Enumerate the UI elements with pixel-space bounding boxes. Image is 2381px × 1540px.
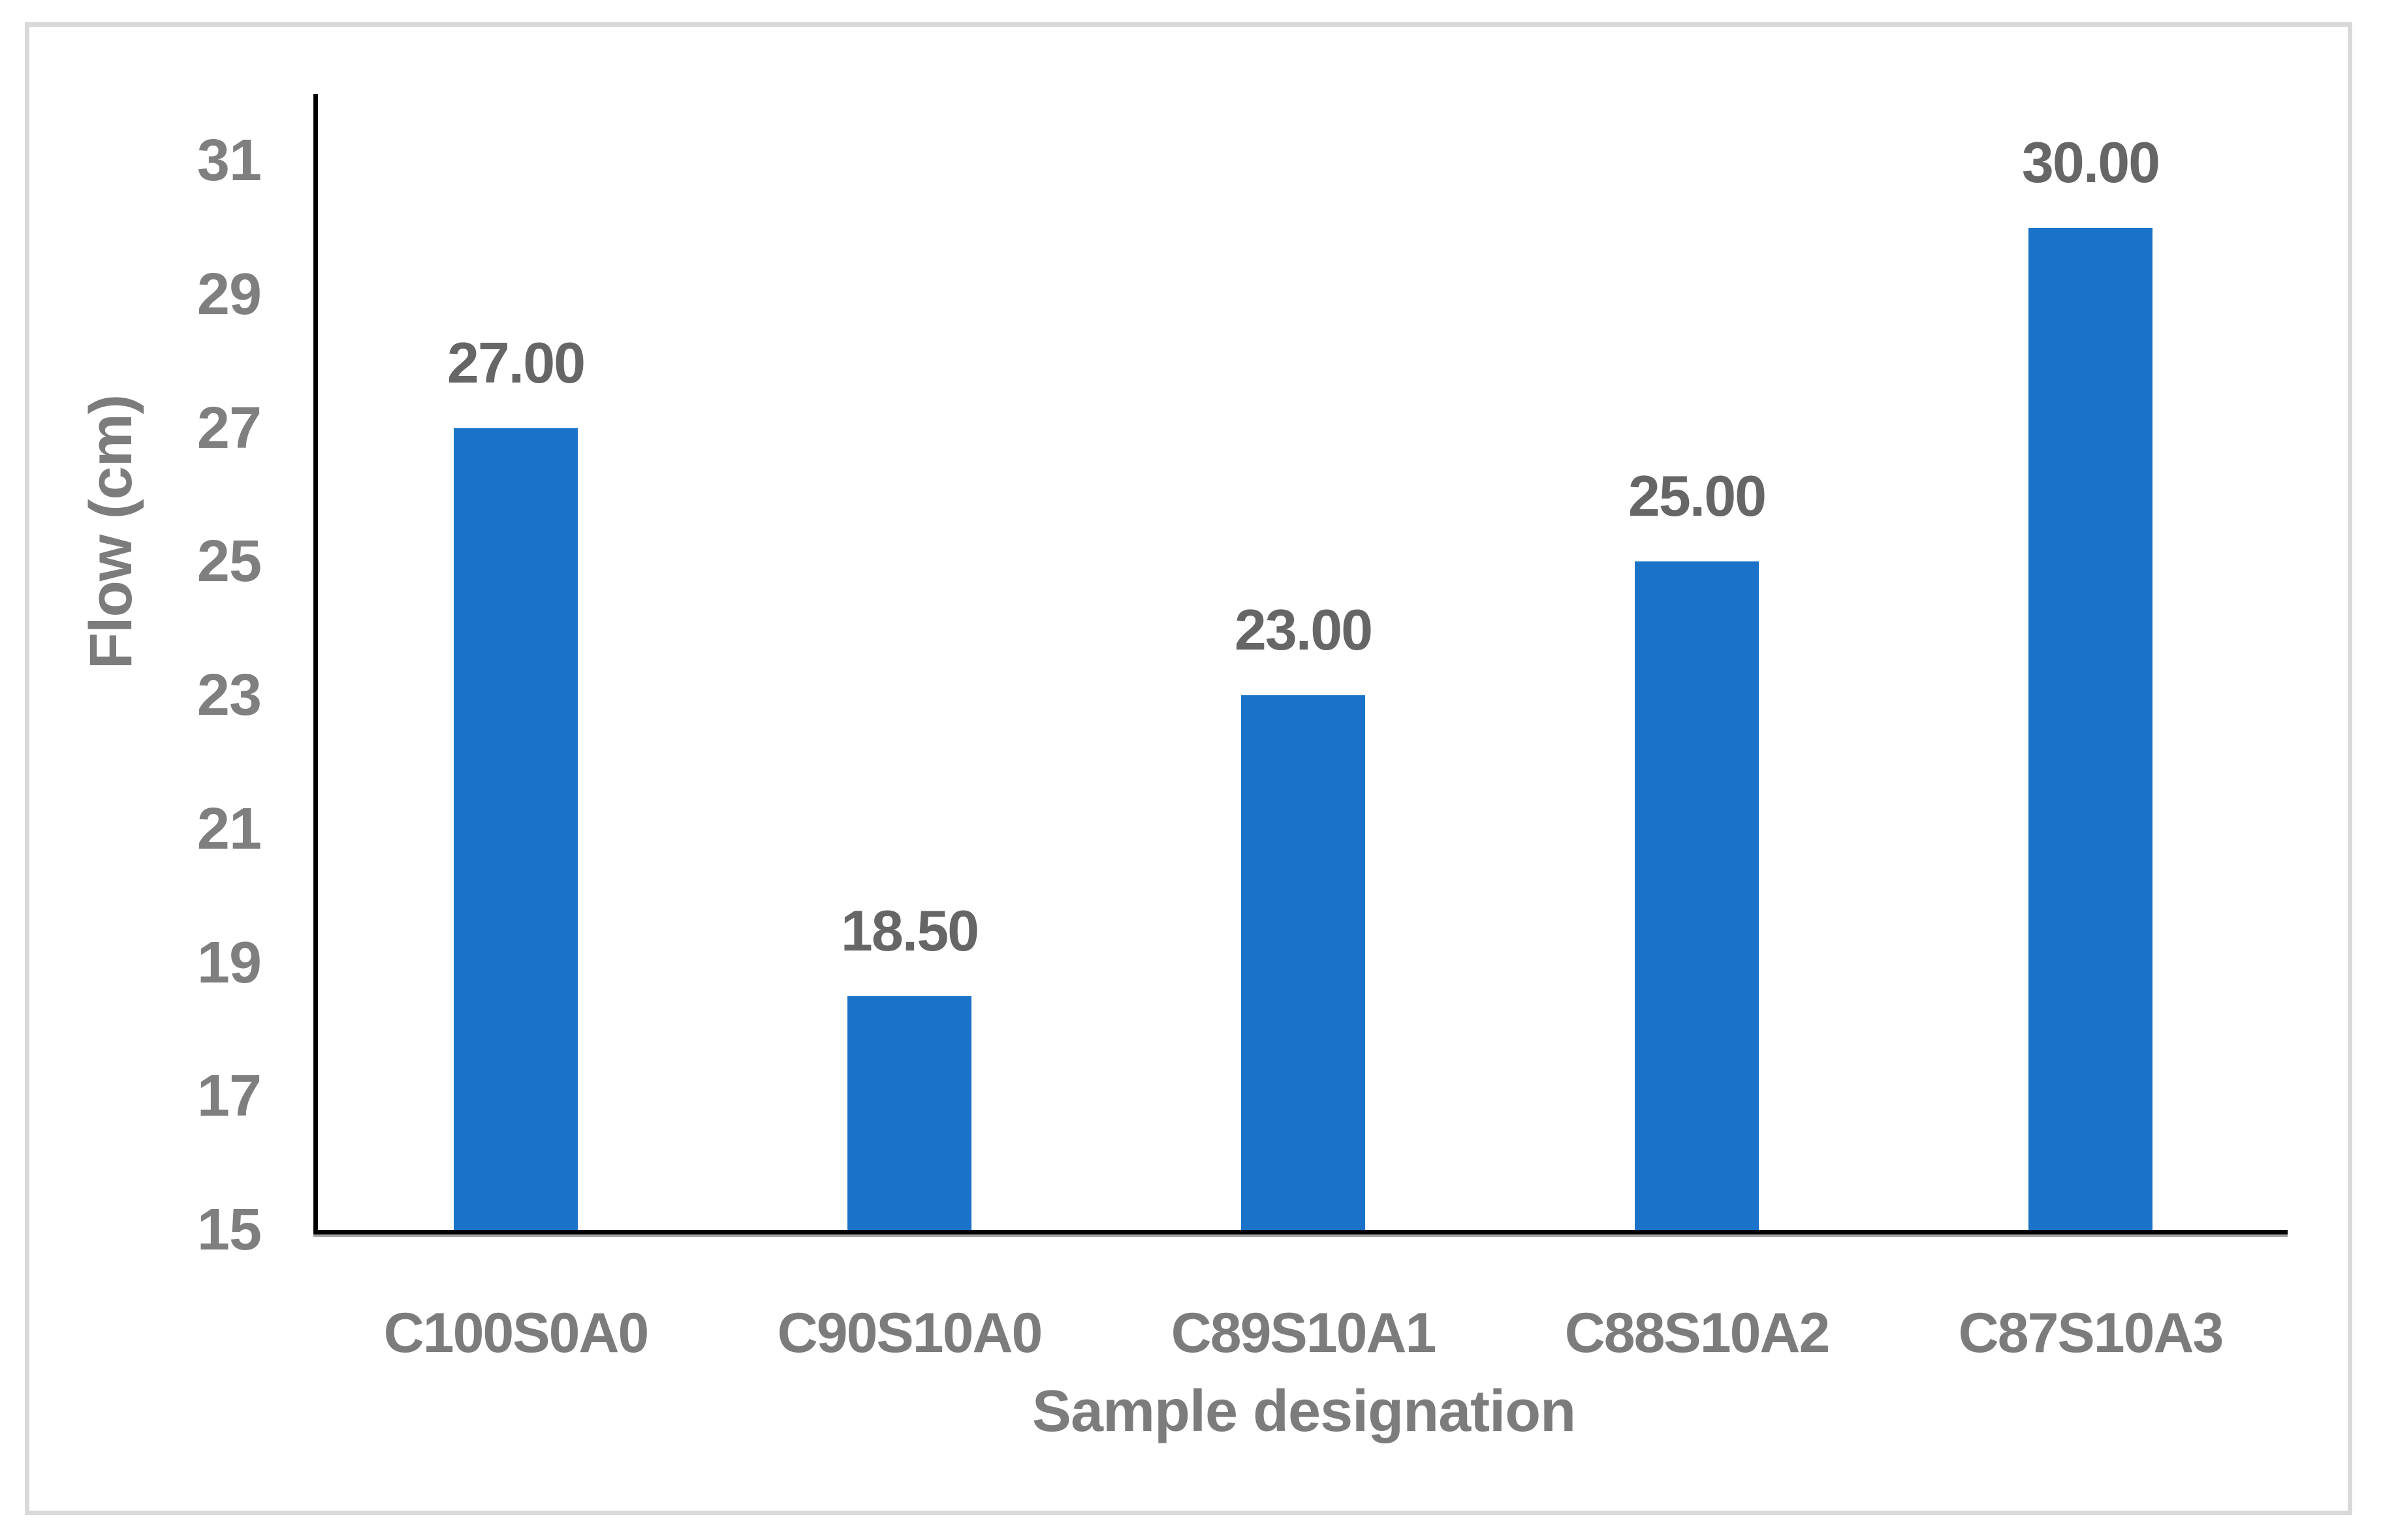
bar — [847, 996, 971, 1230]
bar — [2028, 227, 2152, 1230]
bar-value-label: 23.00 — [1234, 597, 1373, 663]
y-tick-label: 19 — [197, 930, 262, 996]
x-category-label: C87S10A3 — [1958, 1302, 2224, 1364]
y-tick-label: 31 — [197, 128, 262, 194]
bar-value-label: 27.00 — [447, 330, 586, 395]
y-tick-label: 15 — [197, 1197, 262, 1263]
bar-value-label: 18.50 — [840, 898, 979, 963]
x-category-label: C100S0A0 — [383, 1302, 650, 1364]
x-category-label: C90S10A0 — [777, 1302, 1043, 1364]
bar-value-label: 25.00 — [1628, 464, 1767, 529]
bar — [1241, 695, 1365, 1230]
y-tick-label: 17 — [197, 1063, 262, 1129]
y-tick-label: 27 — [197, 395, 262, 461]
y-tick-label: 21 — [197, 796, 262, 862]
x-category-label: C88S10A2 — [1564, 1302, 1831, 1364]
bar — [454, 428, 578, 1230]
x-axis-line — [313, 1230, 2288, 1234]
chart-frame: Flow (cm) Sample designation 15 17 19 21 23 2… — [25, 22, 2352, 1515]
y-axis-line — [313, 94, 318, 1234]
x-axis-title: Sample designation — [1032, 1379, 1576, 1444]
bar-value-label: 30.00 — [2021, 129, 2160, 195]
x-category-label: C89S10A1 — [1171, 1302, 1437, 1364]
y-tick-label: 25 — [197, 529, 262, 595]
y-tick-label: 23 — [197, 663, 262, 729]
y-tick-label: 29 — [197, 262, 262, 328]
bar — [1635, 561, 1759, 1230]
plot-area: Flow (cm) Sample designation 15 17 19 21 23 2… — [29, 27, 2348, 1511]
